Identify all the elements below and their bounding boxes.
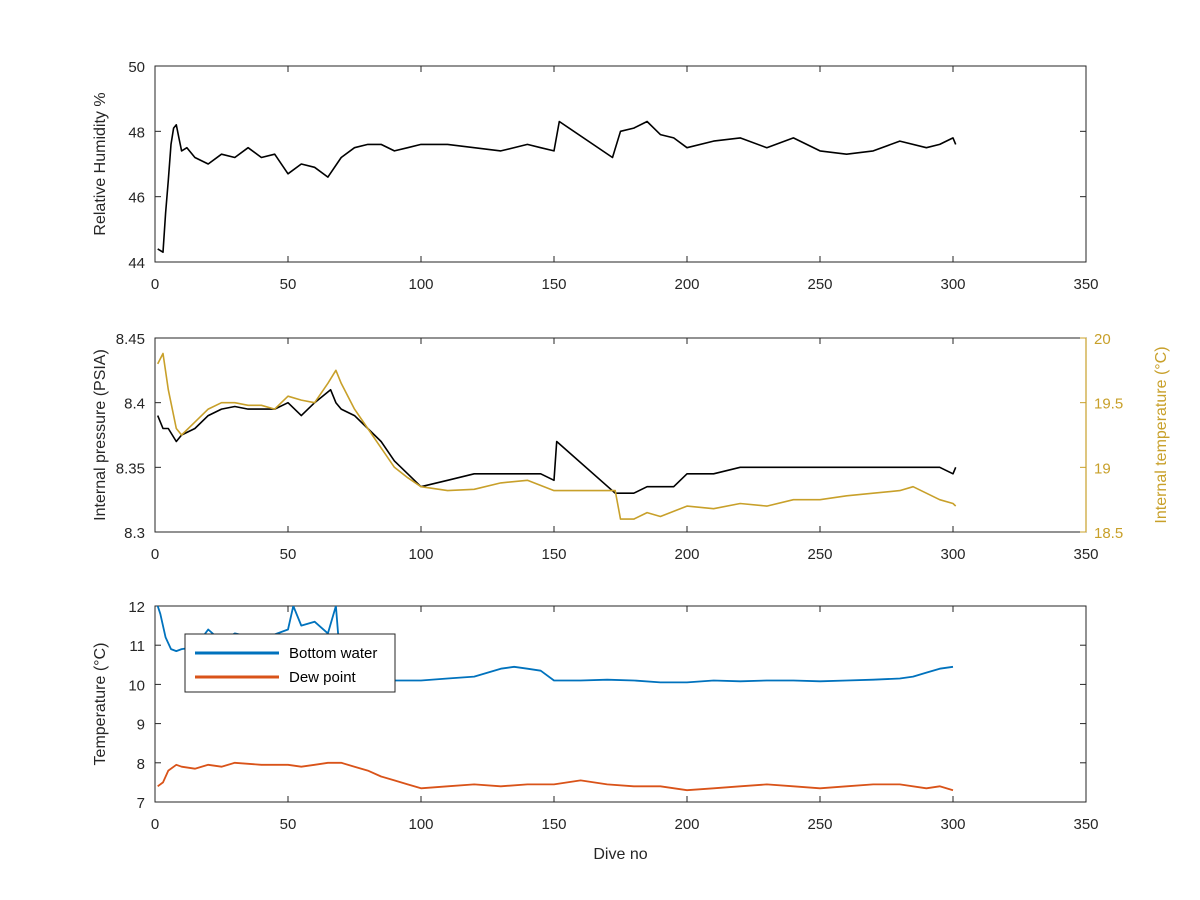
pressure-y-axis-label: Internal pressure (PSIA)	[92, 349, 109, 521]
pressure-x-tick-label: 100	[408, 546, 433, 563]
temperature-x-axis-label: Dive no	[593, 846, 647, 863]
temperature-x-tick-label: 250	[807, 816, 832, 833]
humidity-panel: 0 50 100 150 200 250 300 350 44 46 48 50 Relative Hu…	[92, 59, 1099, 293]
temperature-x-tick-label: 50	[280, 816, 297, 833]
dew-point-series-line	[157, 761, 954, 792]
pressure-series-0-series-line	[156, 388, 957, 495]
pressure-x-tick-label: 200	[674, 546, 699, 563]
humidity-y-tick-label: 50	[128, 59, 145, 76]
temperature-panel: 0 50 100 150 200 250 300 350 7 8 9 10 11 12 Temperatur…	[92, 599, 1099, 863]
pressure-x-tick-label: 150	[541, 546, 566, 563]
temperature-x-tick-label: 150	[541, 816, 566, 833]
humidity-y-axis-label: Relative Humidity %	[92, 92, 109, 235]
humidity-axes-box	[154, 65, 1087, 263]
pressure-x-tick-label: 350	[1073, 546, 1098, 563]
humidity-x-tick-label: 350	[1073, 276, 1098, 293]
temperature-x-tick-label: 0	[151, 816, 159, 833]
temperature-axes-box	[154, 605, 1087, 803]
pressure-y-tick-label: 8.45	[116, 331, 145, 348]
pressure-x-tick-label: 50	[280, 546, 297, 563]
pressure-panel: 0 50 100 150 200 250 300 350 8.3 8.35 8.4 8.45 18.5 1…	[92, 331, 1170, 563]
legend-label-dew-point: Dew point	[289, 669, 357, 686]
pressure-y-tick-label: 8.4	[124, 396, 145, 413]
temperature-y-tick-label: 10	[128, 677, 145, 694]
humidity-x-tick-label: 50	[280, 276, 297, 293]
legend: Bottom water Dew point	[184, 633, 396, 693]
humidity-x-tick-label: 300	[940, 276, 965, 293]
humidity-series-0-series-line	[157, 120, 957, 253]
pressure-y-tick-label: 8.35	[116, 460, 145, 477]
humidity-x-tick-label: 200	[674, 276, 699, 293]
temperature-x-tick-label: 300	[940, 816, 965, 833]
temperature-y-tick-label: 11	[129, 638, 145, 655]
pressure-y-right-tick-label: 20	[1094, 331, 1111, 348]
temperature-y-tick-label: 9	[137, 717, 145, 734]
humidity-y-tick-label: 44	[128, 255, 145, 272]
pressure-x-tick-label: 250	[807, 546, 832, 563]
humidity-y-tick-label: 48	[128, 124, 145, 141]
pressure-y-right-tick-label: 18.5	[1094, 525, 1123, 542]
humidity-x-tick-label: 150	[541, 276, 566, 293]
humidity-x-tick-label: 100	[408, 276, 433, 293]
pressure-x-tick-label: 0	[151, 546, 159, 563]
temperature-x-tick-label: 100	[408, 816, 433, 833]
humidity-x-tick-label: 0	[151, 276, 159, 293]
pressure-y-right-tick-label: 19.5	[1094, 396, 1123, 413]
pressure-y-right-tick-label: 19	[1094, 460, 1111, 477]
temperature-x-tick-label: 200	[674, 816, 699, 833]
humidity-y-tick-label: 46	[128, 190, 145, 207]
temperature-y-tick-label: 8	[137, 756, 145, 773]
legend-box	[184, 633, 396, 693]
legend-label-bottom-water: Bottom water	[289, 645, 377, 662]
pressure-y-right-label: Internal temperature (°C)	[1153, 346, 1170, 523]
temperature-y-axis-label: Temperature (°C)	[92, 643, 109, 766]
humidity-x-tick-label: 250	[807, 276, 832, 293]
pressure-y-tick-label: 8.3	[124, 525, 145, 542]
pressure-x-tick-label: 300	[940, 546, 965, 563]
internal-temperature-series-line	[156, 352, 957, 520]
temperature-x-tick-label: 350	[1073, 816, 1098, 833]
temperature-y-tick-label: 7	[137, 795, 145, 812]
temperature-y-tick-label: 12	[128, 599, 145, 616]
